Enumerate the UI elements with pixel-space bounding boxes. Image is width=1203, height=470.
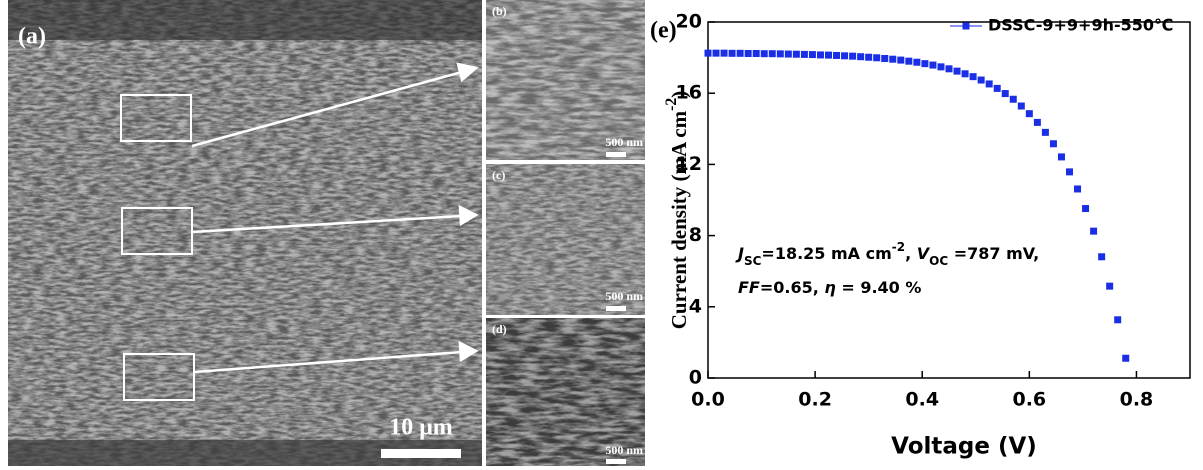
annotation: FF=0.65, η = 9.40 % — [738, 278, 921, 297]
data-point — [1122, 355, 1129, 362]
data-point — [769, 50, 776, 57]
data-point — [1010, 96, 1017, 103]
data-point — [809, 51, 816, 58]
data-point — [841, 52, 848, 59]
text-segment: =0.65, — [760, 278, 825, 297]
data-point — [954, 68, 961, 75]
data-point — [1106, 283, 1113, 290]
figure: (a) 10 μm (b) 500 nm (c) 500 nm (d) 500 … — [0, 0, 1203, 466]
data-point — [817, 51, 824, 58]
text-segment: Current density (mA cm — [667, 110, 691, 329]
data-point — [1090, 228, 1097, 235]
data-point — [761, 50, 768, 57]
text-segment: η — [824, 278, 835, 297]
data-point — [1042, 129, 1049, 136]
data-point — [1074, 185, 1081, 192]
panel-label: (d) — [492, 322, 507, 336]
legend-label: DSSC-9+9+9h-550℃ — [988, 16, 1173, 35]
sem-panel-b: (b) 500 nm — [486, 0, 645, 160]
data-point — [713, 50, 720, 57]
scale-bar-label: 10 μm — [389, 415, 453, 441]
data-point — [905, 58, 912, 65]
data-point — [801, 51, 808, 58]
data-point — [873, 54, 880, 61]
data-point — [986, 80, 993, 87]
sem-panel-d: (d) 500 nm — [486, 318, 645, 466]
data-point — [777, 50, 784, 57]
data-point — [737, 50, 744, 57]
scale-bar-label: 500 nm — [605, 443, 643, 457]
data-point — [865, 54, 872, 61]
data-point — [849, 53, 856, 60]
data-point — [753, 50, 760, 57]
data-point — [946, 65, 953, 72]
text-segment: , — [905, 244, 917, 263]
data-point — [793, 51, 800, 58]
x-tick-label: 0.8 — [1120, 389, 1154, 411]
text-segment: OC — [929, 254, 948, 268]
legend-marker — [963, 23, 970, 30]
scale-bar-label: 500 nm — [605, 135, 643, 149]
data-point — [978, 77, 985, 84]
text-segment: =18.25 mA cm — [761, 244, 891, 263]
scale-bar-label: 500 nm — [605, 289, 643, 303]
data-point — [921, 60, 928, 67]
data-point — [889, 56, 896, 63]
y-axis-label: Current density (mA cm-2) — [663, 91, 691, 329]
y-tick-label: 20 — [676, 11, 702, 33]
text-segment: -2 — [892, 240, 905, 254]
data-point — [729, 50, 736, 57]
x-tick-label: 0.4 — [905, 389, 939, 411]
text-segment: J — [735, 244, 744, 263]
data-point — [881, 55, 888, 62]
data-point — [913, 59, 920, 66]
panel-label: (a) — [18, 24, 46, 50]
data-point — [1114, 316, 1121, 323]
panel-label: (c) — [492, 168, 505, 182]
sem-panel-a: (a) 10 μm — [8, 0, 482, 466]
data-point — [1026, 110, 1033, 117]
panel-label: (b) — [492, 4, 507, 18]
x-tick-label: 0.6 — [1012, 389, 1046, 411]
plot-frame — [708, 22, 1190, 378]
text-segment: =787 mV, — [948, 244, 1039, 263]
data-point — [1066, 168, 1073, 175]
data-point — [1034, 119, 1041, 126]
data-point — [1082, 205, 1089, 212]
data-point — [1050, 140, 1057, 147]
data-point — [721, 50, 728, 57]
data-point — [857, 53, 864, 60]
text-segment: -2 — [663, 98, 680, 111]
x-tick-label: 0.0 — [691, 389, 725, 411]
data-point — [785, 51, 792, 58]
data-point — [962, 70, 969, 77]
data-point — [745, 50, 752, 57]
text-segment: FF — [738, 278, 760, 297]
text-segment: ) — [667, 91, 691, 98]
panel-label: (e) — [650, 18, 677, 44]
text-segment: = 9.40 % — [836, 278, 922, 297]
data-point — [929, 62, 936, 69]
data-point — [970, 73, 977, 80]
data-point — [825, 52, 832, 59]
x-axis-label: Voltage (V) — [891, 434, 1037, 460]
data-point — [897, 57, 904, 64]
y-tick-label: 0 — [689, 367, 702, 389]
x-tick-label: 0.2 — [798, 389, 832, 411]
data-point — [1098, 253, 1105, 260]
annotation: JSC=18.25 mA cm-2, VOC =787 mV, — [735, 240, 1039, 268]
data-point — [705, 50, 712, 57]
data-point — [1002, 90, 1009, 97]
sem-panel-c: (c) 500 nm — [486, 164, 645, 315]
data-point — [937, 63, 944, 70]
data-point — [994, 85, 1001, 92]
data-point — [1058, 153, 1065, 160]
text-segment: SC — [744, 254, 762, 268]
data-point — [833, 52, 840, 59]
data-point — [1018, 103, 1025, 110]
